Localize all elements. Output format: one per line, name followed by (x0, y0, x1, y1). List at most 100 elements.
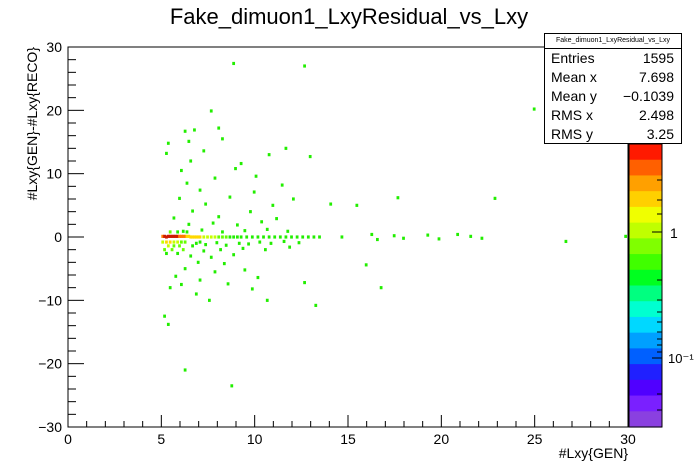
heatmap-cell (239, 161, 243, 166)
palette-band (629, 379, 662, 397)
heatmap-cell (273, 235, 277, 239)
heatmap-cell (243, 229, 247, 233)
heatmap-cell (314, 303, 318, 307)
stats-row: RMS y 3.25 (545, 125, 681, 144)
heatmap-cell (301, 235, 305, 239)
heatmap-cell (166, 141, 170, 145)
heatmap-cell (280, 183, 284, 187)
color-palette: 1 10⁻¹ (628, 143, 694, 428)
heatmap-cell (256, 275, 260, 280)
heatmap-cell (250, 235, 254, 239)
heatmap-cell (288, 245, 292, 249)
heatmap-cell (176, 230, 180, 234)
chart-title: Fake_dimuon1_LxyResidual_vs_Lxy (170, 4, 528, 29)
heatmap-cell (202, 235, 206, 239)
heatmap-cell (213, 235, 217, 239)
heatmap-cell (172, 216, 176, 220)
heatmap-cell (260, 220, 264, 224)
heatmap-cell (180, 168, 183, 173)
heatmap-cell (185, 234, 189, 238)
heatmap-cell (564, 239, 568, 244)
palette-band (629, 411, 662, 428)
heatmap-cell (183, 267, 187, 271)
heatmap-cell (284, 235, 288, 239)
heatmap-cell (196, 235, 200, 239)
heatmap-cell (200, 228, 204, 232)
heatmap-cell (206, 235, 209, 239)
stats-label: Mean y (551, 88, 597, 104)
heatmap-cell (226, 282, 230, 286)
heatmap-cell (209, 235, 213, 239)
heatmap-cell (187, 234, 191, 238)
heatmap-cell (254, 174, 258, 178)
heatmap-cell (209, 255, 213, 259)
heatmap-cell (228, 195, 232, 199)
palette-band (629, 254, 662, 271)
heatmap-cell (312, 235, 316, 239)
heatmap-cell (168, 230, 172, 234)
heatmap-cells (161, 61, 628, 388)
heatmap-cell (191, 244, 194, 248)
y-tick-label: 20 (46, 102, 62, 118)
heatmap-cell (185, 181, 189, 185)
heatmap-cell (183, 240, 187, 244)
stats-box: Fake_dimuon1_LxyResidual_vs_Lxy Entries 1… (544, 33, 682, 144)
heatmap-cell (303, 281, 306, 285)
heatmap-cell (245, 235, 249, 239)
heatmap-cell (178, 196, 181, 200)
heatmap-cell (318, 235, 321, 239)
heatmap-cell (379, 286, 383, 290)
heatmap-cell (213, 270, 217, 274)
heatmap-cell (217, 126, 221, 130)
heatmap-cell (303, 64, 306, 68)
heatmap-cell (213, 176, 217, 180)
heatmap-cell (194, 241, 198, 245)
x-axis-label: #Lxy{GEN} (559, 445, 629, 461)
heatmap-cell (170, 248, 174, 252)
heatmap-cell (221, 137, 224, 141)
heatmap-cell (180, 234, 183, 238)
heatmap-cell (329, 202, 333, 206)
heatmap-cell (181, 248, 185, 252)
heatmap-cell (204, 202, 208, 206)
heatmap-cell (176, 240, 180, 244)
x-tick-label: 25 (527, 431, 543, 447)
heatmap-cell (178, 234, 181, 238)
heatmap-cell (196, 260, 200, 264)
heatmap-cell (282, 239, 286, 244)
heatmap-cell (456, 232, 460, 237)
heatmap-cell (168, 234, 172, 238)
heatmap-cell (181, 234, 185, 238)
heatmap-cell (211, 221, 215, 225)
heatmap-cell (247, 242, 250, 246)
heatmap-cell (189, 159, 193, 163)
palette-band (629, 364, 662, 381)
heatmap-cell (284, 146, 288, 150)
heatmap-cell (198, 278, 202, 282)
palette-band (629, 332, 662, 349)
heatmap-cell (275, 217, 278, 221)
palette-band (629, 316, 662, 334)
heatmap-cell (286, 229, 290, 233)
axes: 0 5 10 15 20 25 30 −30 −20 −10 0 10 20 30 (38, 39, 636, 447)
heatmap-cell (340, 235, 344, 239)
heatmap-cell (191, 209, 194, 213)
y-tick-label: −20 (38, 356, 62, 372)
heatmap-cell (295, 235, 299, 239)
heatmap-cell (183, 129, 187, 133)
heatmap-cell (183, 234, 187, 238)
stats-label: Entries (551, 50, 595, 66)
heatmap-cell (252, 190, 256, 194)
heatmap-cell (234, 167, 237, 171)
heatmap-cell (241, 246, 245, 250)
y-tick-label: 0 (54, 229, 62, 245)
palette-label: 10⁻¹ (668, 351, 694, 366)
palette-band (629, 191, 662, 208)
heatmap-cell (181, 229, 185, 233)
heatmap-cell (493, 196, 497, 200)
heatmap-cell (269, 241, 273, 245)
heatmap-cell (166, 244, 170, 248)
heatmap-cell (221, 235, 224, 239)
heatmap-cell (532, 107, 536, 111)
palette-band (629, 301, 662, 318)
